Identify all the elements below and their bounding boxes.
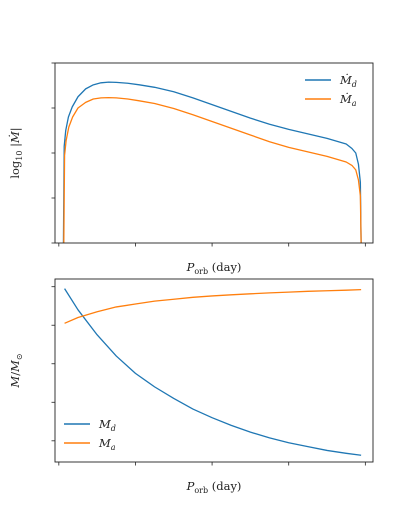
bottom-panel-masses: Porb (day) M/M⊙ Md Ma — [8, 278, 374, 495]
series-line-accretor — [64, 288, 362, 324]
axes-frame — [54, 278, 374, 463]
legend-label-donor: Md — [98, 417, 116, 433]
y-axis-label: M/M⊙ — [8, 353, 24, 388]
series-line-donor — [64, 288, 362, 456]
x-axis-label: Porb (day) — [186, 479, 242, 495]
series-line-accretor — [63, 97, 362, 243]
legend-label-donor: Ṁd — [339, 73, 357, 89]
y-axis-label: log10 |Ṁ| — [8, 127, 24, 178]
top-panel-mass-transfer-rate: Porb (day) log10 |Ṁ| Ṁd Ṁa — [8, 62, 374, 276]
legend-label-accretor: Ṁa — [339, 92, 357, 108]
legend-label-accretor: Ma — [98, 436, 116, 452]
axes-frame — [54, 62, 374, 244]
x-axis-label: Porb (day) — [186, 260, 242, 276]
series-line-donor — [62, 81, 362, 243]
